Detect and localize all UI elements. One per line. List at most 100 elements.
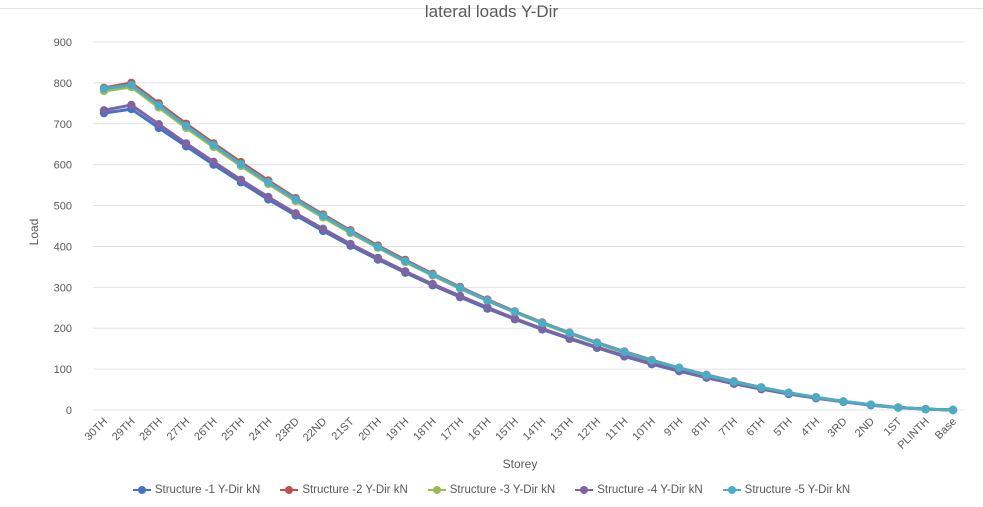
legend-item: Structure -4 Y-Dir kN xyxy=(575,484,703,496)
legend-marker-icon xyxy=(575,486,594,494)
y-tick-labels: 0 100 200 300 400 500 600 700 800 900 xyxy=(54,37,72,417)
x-tick-label: 21ST xyxy=(330,415,357,442)
x-tick-label: 20TH xyxy=(356,416,384,444)
data-point xyxy=(894,403,903,412)
data-point xyxy=(866,400,876,409)
y-axis-label: Load xyxy=(27,219,41,246)
x-tick-label: 3RD xyxy=(826,416,850,440)
series-line xyxy=(103,85,954,412)
data-point xyxy=(483,296,492,305)
data-point xyxy=(264,178,273,187)
data-point xyxy=(948,405,958,415)
x-tick-label: 1ST xyxy=(882,415,905,438)
data-point xyxy=(620,347,629,357)
data-point xyxy=(401,267,410,276)
data-point xyxy=(592,338,602,348)
legend-marker-icon xyxy=(427,486,446,494)
legend-label: Structure -3 Y-Dir kN xyxy=(449,484,556,496)
x-tick-label: 29TH xyxy=(110,416,138,444)
data-point xyxy=(483,303,492,312)
data-point xyxy=(209,157,218,167)
data-point xyxy=(346,239,355,249)
x-tick-label: 28TH xyxy=(137,416,165,444)
x-tick-label: 9TH xyxy=(662,416,685,439)
x-tick-label: 10TH xyxy=(630,416,658,444)
x-tick-label: 15TH xyxy=(493,416,521,444)
data-point xyxy=(401,256,410,266)
x-tick-label: 6TH xyxy=(744,416,767,439)
data-point xyxy=(510,307,520,317)
chart-title: lateral loads Y-Dir xyxy=(424,2,559,21)
y-tick-label: 900 xyxy=(54,37,72,49)
series-line xyxy=(103,83,954,412)
y-tick-label: 400 xyxy=(54,241,72,253)
x-tick-label: 18TH xyxy=(411,416,439,444)
chart-frame xyxy=(0,8,983,507)
y-tick-label: 100 xyxy=(54,364,72,376)
y-tick-label: 300 xyxy=(54,282,72,294)
data-point xyxy=(181,121,191,131)
gridlines xyxy=(93,41,965,411)
data-point xyxy=(428,279,437,289)
data-point xyxy=(127,100,136,110)
data-point xyxy=(373,253,383,263)
legend-label: Structure -2 Y-Dir kN xyxy=(302,484,408,496)
x-tick-label: 16TH xyxy=(466,416,494,444)
data-point xyxy=(674,363,684,373)
legend-label: Structure -4 Y-Dir kN xyxy=(597,484,703,496)
data-point xyxy=(154,119,163,129)
y-tick-label: 600 xyxy=(54,160,72,172)
data-point xyxy=(209,140,218,150)
data-point xyxy=(702,371,711,380)
legend-marker-icon xyxy=(722,486,741,494)
data-point xyxy=(154,101,163,110)
y-tick-label: 500 xyxy=(54,201,72,213)
x-tick-label: Base xyxy=(933,416,959,442)
data-point xyxy=(346,227,355,236)
legend-item: Structure -3 Y-Dir kN xyxy=(427,484,556,496)
data-point xyxy=(181,139,191,148)
x-tick-label: 5TH xyxy=(772,416,795,439)
x-tick-label: 24TH xyxy=(247,416,275,444)
x-tick-label: 23RD xyxy=(273,416,301,444)
data-point xyxy=(811,393,821,402)
data-point xyxy=(510,314,520,323)
data-point xyxy=(455,291,465,301)
x-tick-label: 22ND xyxy=(301,416,329,444)
x-tick-label: 17TH xyxy=(439,416,467,444)
x-tick-label: 14TH xyxy=(521,416,549,444)
x-tick-label: 12TH xyxy=(576,416,604,444)
x-tick-label: 4TH xyxy=(799,416,822,439)
data-point xyxy=(757,383,766,392)
x-tick-labels: 30TH 29TH 28TH 27TH 26TH 25TH 24TH 23RD 22ND 21ST… xyxy=(83,415,960,451)
legend-label: Structure -1 Y-Dir kN xyxy=(154,484,261,496)
data-point xyxy=(236,160,246,169)
y-tick-label: 200 xyxy=(54,323,72,335)
data-point xyxy=(921,404,930,414)
legend-item: Structure -1 Y-Dir kN xyxy=(132,484,261,496)
x-tick-label: 11TH xyxy=(604,416,631,443)
data-point xyxy=(291,209,300,218)
legend-marker-icon xyxy=(280,486,299,494)
legend: Structure -1 Y-Dir kN Structure -2 Y-Dir … xyxy=(0,484,983,496)
x-tick-label: 8TH xyxy=(689,416,712,439)
x-tick-label: 13TH xyxy=(548,416,576,444)
x-tick-label: 27TH xyxy=(165,416,193,444)
chart-plot: 0 100 200 300 400 500 600 700 800 900 30TH 29TH 28T… xyxy=(27,37,965,471)
y-tick-label: 800 xyxy=(54,78,72,90)
series-4 xyxy=(99,100,958,415)
legend-item: Structure -5 Y-Dir kN xyxy=(722,484,850,496)
data-point xyxy=(839,397,848,406)
data-point xyxy=(291,195,300,204)
data-point xyxy=(537,318,547,328)
data-point xyxy=(373,242,383,252)
data-point xyxy=(99,106,109,115)
y-tick-label: 0 xyxy=(66,405,72,417)
legend-marker-icon xyxy=(132,486,151,494)
data-point xyxy=(784,388,793,398)
x-axis-label: Storey xyxy=(503,457,538,471)
x-tick-label: 19TH xyxy=(384,416,412,444)
series-5 xyxy=(99,80,958,415)
x-tick-label: 30TH xyxy=(83,416,111,444)
x-tick-label: 7TH xyxy=(717,416,740,439)
